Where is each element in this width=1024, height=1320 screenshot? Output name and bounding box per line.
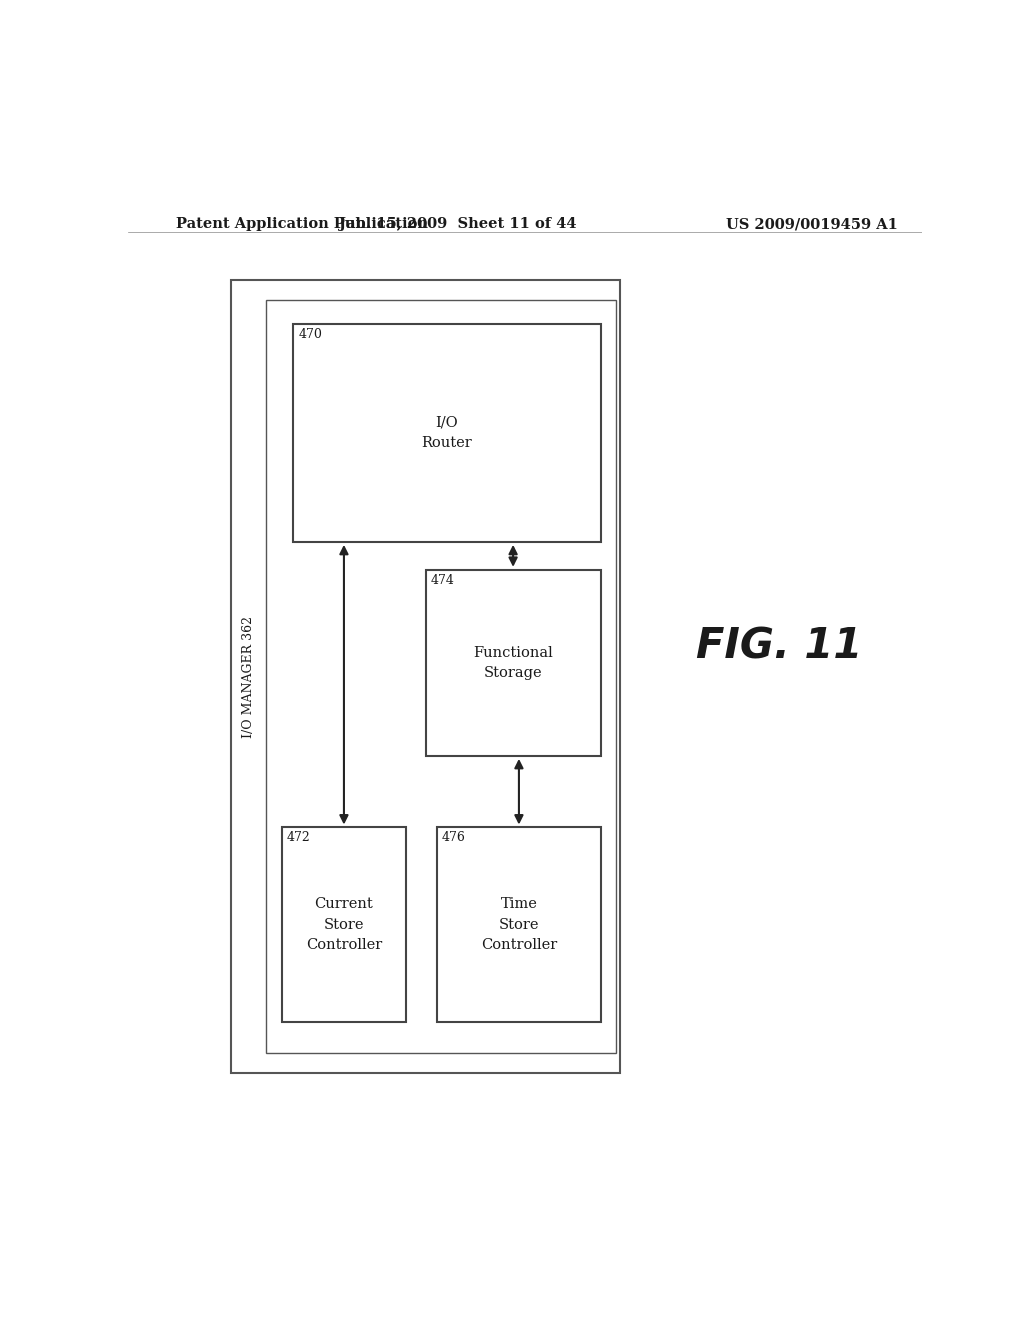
Text: Functional
Storage: Functional Storage [473, 645, 553, 680]
Text: 476: 476 [442, 832, 466, 845]
Bar [437, 828, 601, 1022]
Text: US 2009/0019459 A1: US 2009/0019459 A1 [726, 218, 898, 231]
Text: I/O MANAGER 362: I/O MANAGER 362 [242, 615, 255, 738]
Bar [282, 828, 407, 1022]
Text: 474: 474 [430, 574, 455, 587]
Text: Jan. 15, 2009  Sheet 11 of 44: Jan. 15, 2009 Sheet 11 of 44 [339, 218, 577, 231]
Bar [426, 570, 601, 756]
Text: Current
Store
Controller: Current Store Controller [306, 896, 382, 952]
Text: Time
Store
Controller: Time Store Controller [481, 896, 557, 952]
Text: I/O
Router: I/O Router [422, 416, 472, 450]
Text: FIG. 11: FIG. 11 [695, 626, 862, 668]
Text: 472: 472 [287, 832, 310, 845]
Text: 470: 470 [298, 329, 322, 341]
Bar [294, 323, 601, 543]
Text: Patent Application Publication: Patent Application Publication [176, 218, 428, 231]
Bar [231, 280, 620, 1073]
Bar [266, 300, 616, 1053]
